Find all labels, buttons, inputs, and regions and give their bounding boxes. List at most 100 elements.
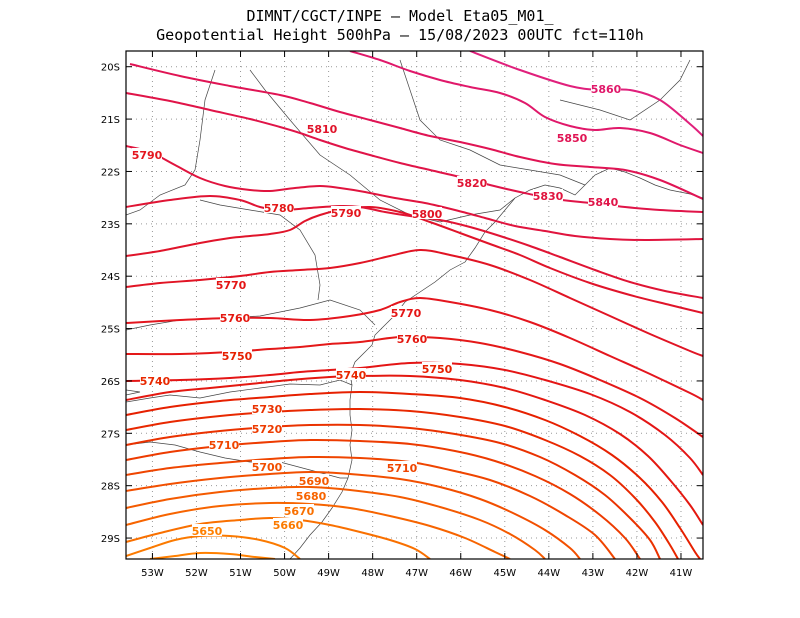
contour-label-bg — [216, 278, 246, 290]
contour-label-bg — [533, 189, 563, 201]
lon-tick-label: 46W — [449, 568, 472, 579]
contour-5830 — [126, 145, 703, 242]
contour-label-bg — [132, 148, 162, 160]
contour-label-bg — [457, 176, 487, 188]
contour-5820 — [126, 194, 703, 299]
lat-tick-label: 27S — [101, 429, 120, 440]
contour-label-bg — [284, 504, 314, 516]
contour-label-bg — [397, 332, 427, 344]
contour-label-5720: 5720 — [252, 423, 283, 436]
lon-tick-label: 50W — [273, 568, 296, 579]
contour-label-bg — [299, 474, 329, 486]
contour-5860 — [349, 51, 703, 154]
state-border — [199, 199, 321, 301]
contour-label-5700: 5700 — [252, 461, 283, 474]
contour-5790 — [126, 296, 703, 401]
contour-label-5850: 5850 — [557, 132, 588, 145]
contour-label-bg — [252, 460, 282, 472]
contour-label-5730: 5730 — [252, 403, 283, 416]
contour-label-bg — [222, 349, 252, 361]
contour-label-bg — [209, 438, 239, 450]
contour-label-5670: 5670 — [284, 505, 315, 518]
contour-label-bg — [588, 195, 618, 207]
contour-label-5790: 5790 — [132, 149, 163, 162]
lat-tick-label: 29S — [101, 534, 120, 545]
contour-label-5680: 5680 — [296, 490, 327, 503]
contour-label-5750: 5750 — [422, 363, 453, 376]
lat-tick-label: 21S — [101, 115, 120, 126]
contour-label-5740: 5740 — [336, 369, 367, 382]
lon-tick-label: 47W — [405, 568, 428, 579]
contour-label-5830: 5830 — [533, 190, 564, 203]
state-border — [126, 69, 216, 216]
contour-label-bg — [422, 362, 452, 374]
contour-5700 — [126, 470, 581, 559]
lon-tick-label: 52W — [185, 568, 208, 579]
contour-5850 — [129, 63, 703, 200]
contour-label-5800: 5800 — [412, 208, 443, 221]
contour-5740 — [126, 407, 679, 559]
contour-label-bg — [557, 131, 587, 143]
contour-5730 — [126, 423, 661, 559]
contour-5840 — [126, 92, 703, 213]
contour-label-bg — [391, 306, 421, 318]
title-line-2: Geopotential Height 500hPa – 15/08/2023 … — [156, 26, 644, 44]
contour-label-5790: 5790 — [331, 207, 362, 220]
contour-label-5760: 5760 — [397, 333, 428, 346]
contour-5750 — [126, 390, 701, 559]
lon-tick-label: 49W — [317, 568, 340, 579]
lat-tick-label: 26S — [101, 377, 120, 388]
contour-label-bg — [296, 489, 326, 501]
contour-5810 — [126, 205, 703, 314]
contour-label-bg — [273, 518, 303, 530]
contour-label-bg — [192, 524, 222, 536]
contour-label-bg — [307, 122, 337, 134]
contour-label-bg — [336, 368, 366, 380]
contour-label-5650: 5650 — [192, 525, 223, 538]
contour-lines — [126, 51, 703, 559]
lon-tick-label: 41W — [670, 568, 693, 579]
lon-tick-label: 45W — [493, 568, 516, 579]
map-frame — [125, 50, 704, 560]
contour-label-bg — [264, 201, 294, 213]
lat-tick-label: 20S — [101, 63, 120, 74]
contour-label-bg — [412, 207, 442, 219]
contour-5800 — [126, 248, 703, 357]
lat-tick-label: 24S — [101, 272, 120, 283]
contour-label-bg — [591, 82, 621, 94]
map-axes: 20S 21S 22S 23S 24S 25S 26S 27S 28S 29S 53W 52W 51W 5… — [101, 51, 703, 579]
state-border — [126, 389, 141, 396]
state-border — [126, 299, 376, 331]
lon-tick-label: 42W — [626, 568, 649, 579]
state-border — [399, 59, 586, 186]
lon-tick-label: 51W — [229, 568, 252, 579]
contour-label-5710: 5710 — [387, 462, 418, 475]
contour-label-5660: 5660 — [273, 519, 304, 532]
lon-tick-label: 53W — [141, 568, 164, 579]
contour-label-bg — [331, 206, 361, 218]
lon-tick-label: 44W — [538, 568, 561, 579]
contour-label-5840: 5840 — [588, 196, 619, 209]
state-border — [126, 379, 353, 403]
lon-tick-label: 43W — [582, 568, 605, 579]
contour-5650 — [149, 551, 276, 559]
contour-label-5810: 5810 — [307, 123, 338, 136]
coastline — [289, 167, 703, 559]
lat-tick-label: 28S — [101, 482, 120, 493]
lon-tick-label: 48W — [361, 568, 384, 579]
lat-tick-label: 23S — [101, 220, 120, 231]
contour-label-5780: 5780 — [264, 202, 295, 215]
title-line-1: DIMNT/CGCT/INPE – Model Eta05_M01_ — [246, 7, 554, 25]
contour-label-5770: 5770 — [216, 279, 247, 292]
lat-tick-label: 25S — [101, 325, 120, 336]
contour-5680 — [126, 501, 511, 559]
contour-label-bg — [140, 374, 170, 386]
contour-label-bg — [387, 461, 417, 473]
contour-label-5740: 5740 — [140, 375, 171, 388]
state-border — [249, 69, 516, 223]
contour-5690 — [126, 485, 546, 559]
contour-label-5820: 5820 — [457, 177, 488, 190]
contour-label-bg — [220, 311, 250, 323]
